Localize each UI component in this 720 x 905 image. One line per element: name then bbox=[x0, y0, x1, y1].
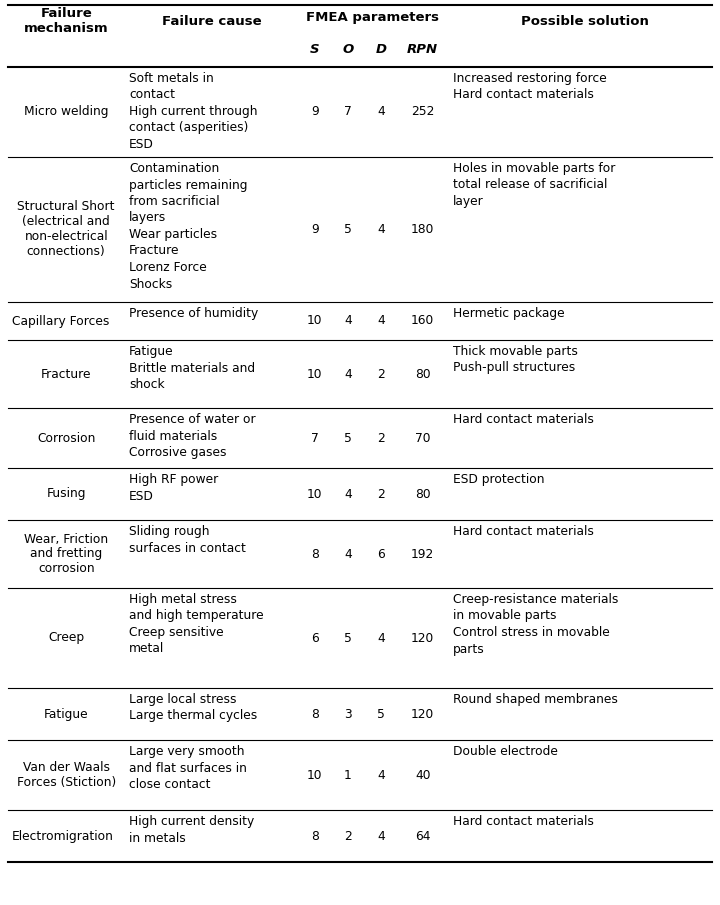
Text: 5: 5 bbox=[344, 432, 351, 444]
Text: 70: 70 bbox=[415, 432, 431, 444]
Text: Van der Waals
Forces (Stiction): Van der Waals Forces (Stiction) bbox=[17, 761, 116, 789]
Text: 180: 180 bbox=[411, 223, 434, 236]
Text: 10: 10 bbox=[307, 488, 323, 500]
Text: 160: 160 bbox=[411, 315, 434, 328]
Text: Structural Short
(electrical and
non-electrical
connections): Structural Short (electrical and non-ele… bbox=[17, 201, 115, 259]
Text: 6: 6 bbox=[311, 632, 318, 644]
Text: Fatigue: Fatigue bbox=[44, 708, 89, 720]
Text: 4: 4 bbox=[344, 488, 351, 500]
Text: 80: 80 bbox=[415, 488, 431, 500]
Text: 3: 3 bbox=[344, 708, 351, 720]
Text: 4: 4 bbox=[377, 768, 384, 782]
Text: Increased restoring force
Hard contact materials: Increased restoring force Hard contact m… bbox=[453, 72, 607, 101]
Text: Presence of humidity: Presence of humidity bbox=[129, 307, 258, 320]
Text: 7: 7 bbox=[344, 106, 351, 119]
Text: 252: 252 bbox=[411, 106, 434, 119]
Text: 9: 9 bbox=[311, 223, 318, 236]
Text: 2: 2 bbox=[377, 488, 384, 500]
Text: 4: 4 bbox=[377, 632, 384, 644]
Text: Thick movable parts
Push-pull structures: Thick movable parts Push-pull structures bbox=[453, 345, 578, 375]
Text: Large local stress
Large thermal cycles: Large local stress Large thermal cycles bbox=[129, 693, 257, 722]
Text: Hard contact materials: Hard contact materials bbox=[453, 413, 594, 426]
Text: Presence of water or
fluid materials
Corrosive gases: Presence of water or fluid materials Cor… bbox=[129, 413, 256, 459]
Text: 10: 10 bbox=[307, 768, 323, 782]
Text: 4: 4 bbox=[344, 367, 351, 380]
Text: 120: 120 bbox=[411, 632, 434, 644]
Text: 8: 8 bbox=[311, 548, 318, 560]
Text: Holes in movable parts for
total release of sacrificial
layer: Holes in movable parts for total release… bbox=[453, 162, 616, 208]
Text: 9: 9 bbox=[311, 106, 318, 119]
Text: 120: 120 bbox=[411, 708, 434, 720]
Text: 4: 4 bbox=[344, 548, 351, 560]
Text: Hermetic package: Hermetic package bbox=[453, 307, 564, 320]
Text: High RF power
ESD: High RF power ESD bbox=[129, 473, 218, 502]
Text: RPN: RPN bbox=[407, 43, 438, 55]
Text: 4: 4 bbox=[377, 106, 384, 119]
Text: Creep-resistance materials
in movable parts
Control stress in movable
parts: Creep-resistance materials in movable pa… bbox=[453, 593, 618, 655]
Text: 4: 4 bbox=[377, 315, 384, 328]
Text: 10: 10 bbox=[307, 367, 323, 380]
Text: Fusing: Fusing bbox=[47, 488, 86, 500]
Text: 4: 4 bbox=[377, 223, 384, 236]
Text: Failure cause: Failure cause bbox=[161, 14, 261, 28]
Text: Sliding rough
surfaces in contact: Sliding rough surfaces in contact bbox=[129, 525, 246, 555]
Text: 1: 1 bbox=[344, 768, 351, 782]
Text: 5: 5 bbox=[377, 708, 384, 720]
Text: 10: 10 bbox=[307, 315, 323, 328]
Text: ESD protection: ESD protection bbox=[453, 473, 544, 486]
Text: S: S bbox=[310, 43, 320, 55]
Text: Hard contact materials: Hard contact materials bbox=[453, 525, 594, 538]
Text: Creep: Creep bbox=[48, 632, 84, 644]
Text: Fracture: Fracture bbox=[41, 367, 91, 380]
Text: High metal stress
and high temperature
Creep sensitive
metal: High metal stress and high temperature C… bbox=[129, 593, 264, 655]
Text: 2: 2 bbox=[377, 367, 384, 380]
Text: Micro welding: Micro welding bbox=[24, 106, 109, 119]
Text: O: O bbox=[342, 43, 354, 55]
Text: Electromigration: Electromigration bbox=[12, 830, 114, 843]
Text: Fatigue
Brittle materials and
shock: Fatigue Brittle materials and shock bbox=[129, 345, 255, 391]
Text: Large very smooth
and flat surfaces in
close contact: Large very smooth and flat surfaces in c… bbox=[129, 745, 247, 791]
Text: High current density
in metals: High current density in metals bbox=[129, 815, 254, 844]
Text: 7: 7 bbox=[311, 432, 318, 444]
Text: Round shaped membranes: Round shaped membranes bbox=[453, 693, 618, 706]
Text: Capillary Forces: Capillary Forces bbox=[12, 315, 109, 328]
Text: Hard contact materials: Hard contact materials bbox=[453, 815, 594, 828]
Text: 2: 2 bbox=[377, 432, 384, 444]
Text: Soft metals in
contact
High current through
contact (asperities)
ESD: Soft metals in contact High current thro… bbox=[129, 72, 258, 151]
Text: 8: 8 bbox=[311, 830, 318, 843]
Text: 80: 80 bbox=[415, 367, 431, 380]
Text: Corrosion: Corrosion bbox=[37, 432, 96, 444]
Text: Failure
mechanism: Failure mechanism bbox=[24, 7, 109, 35]
Text: D: D bbox=[375, 43, 387, 55]
Text: 5: 5 bbox=[344, 632, 351, 644]
Text: 6: 6 bbox=[377, 548, 384, 560]
Text: Wear, Friction
and fretting
corrosion: Wear, Friction and fretting corrosion bbox=[24, 532, 108, 576]
Text: Double electrode: Double electrode bbox=[453, 745, 558, 758]
Text: 192: 192 bbox=[411, 548, 434, 560]
Text: Possible solution: Possible solution bbox=[521, 14, 649, 28]
Text: 5: 5 bbox=[344, 223, 351, 236]
Text: 40: 40 bbox=[415, 768, 431, 782]
Text: Contamination
particles remaining
from sacrificial
layers
Wear particles
Fractur: Contamination particles remaining from s… bbox=[129, 162, 248, 291]
Text: 8: 8 bbox=[311, 708, 318, 720]
Text: FMEA parameters: FMEA parameters bbox=[307, 12, 439, 24]
Text: 4: 4 bbox=[344, 315, 351, 328]
Text: 2: 2 bbox=[344, 830, 351, 843]
Text: 64: 64 bbox=[415, 830, 431, 843]
Text: 4: 4 bbox=[377, 830, 384, 843]
